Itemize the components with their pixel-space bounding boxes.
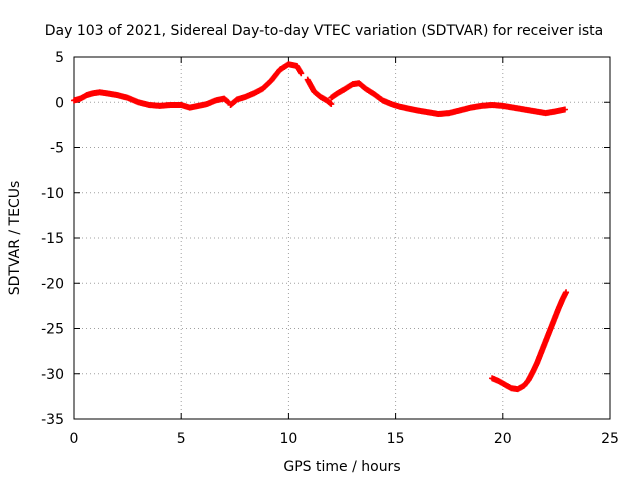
data-point bbox=[562, 290, 569, 297]
x-tick-label: 10 bbox=[279, 431, 297, 447]
y-tick-label: -20 bbox=[41, 276, 64, 292]
grid-lines bbox=[74, 57, 610, 419]
y-tick-label: -15 bbox=[41, 231, 64, 247]
y-tick-label: -10 bbox=[41, 186, 64, 202]
y-tick-label: 5 bbox=[55, 50, 64, 66]
x-tick-label: 25 bbox=[601, 431, 619, 447]
y-tick-label: -35 bbox=[41, 412, 64, 428]
axis-ticks bbox=[73, 56, 611, 420]
x-tick-label: 5 bbox=[177, 431, 186, 447]
y-tick-label: -5 bbox=[50, 141, 64, 157]
x-axis-label: GPS time / hours bbox=[283, 459, 400, 475]
y-tick-label: -25 bbox=[41, 322, 64, 338]
x-tick-label: 0 bbox=[70, 431, 79, 447]
data-point bbox=[297, 69, 304, 76]
data-point bbox=[560, 106, 567, 113]
x-tick-label: 20 bbox=[494, 431, 512, 447]
data-point bbox=[224, 98, 231, 105]
x-tick-label: 15 bbox=[387, 431, 405, 447]
tick-labels: 0 5 10 15 20 25 5 0 -5 -10 -15 -20 -25 -30 -35 bbox=[41, 50, 619, 447]
y-axis-label: SDTVAR / TECUs bbox=[7, 181, 23, 296]
y-tick-label: -30 bbox=[41, 367, 64, 383]
data-point bbox=[327, 100, 334, 107]
y-tick-label: 0 bbox=[55, 95, 64, 111]
data-points bbox=[71, 61, 570, 393]
chart-title: Day 103 of 2021, Sidereal Day-to-day VTE… bbox=[45, 23, 603, 39]
